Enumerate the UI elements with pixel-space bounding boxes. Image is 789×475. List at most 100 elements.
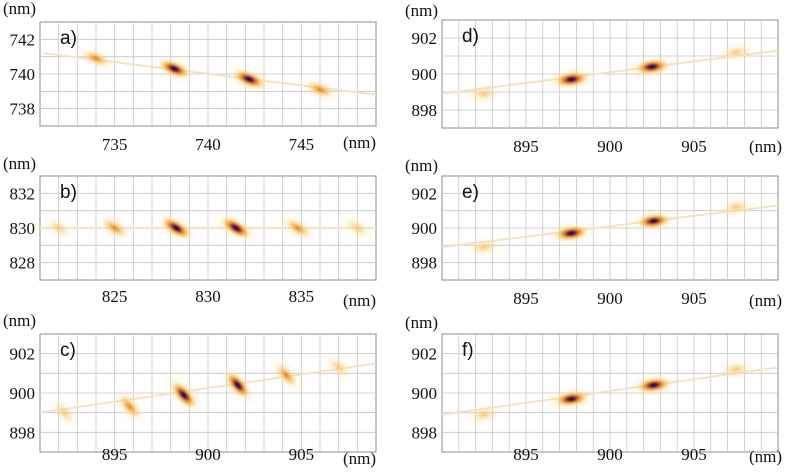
panel-f: 895 900 905 898 900 902 (nm) (nm) f): [405, 313, 782, 466]
x-axis-unit: (nm): [749, 447, 782, 466]
x-tick-label: 900: [195, 445, 221, 464]
heatmap: [40, 208, 376, 248]
x-tick-label: 735: [102, 135, 128, 154]
peak-mark: [634, 58, 670, 76]
peak-mark: [48, 220, 69, 236]
x-tick-label: 745: [289, 135, 315, 154]
y-tick-label: 900: [10, 384, 36, 403]
peak-mark: [82, 50, 110, 67]
peak-mark: [117, 394, 142, 420]
peak-mark: [471, 240, 497, 254]
y-tick-label: 900: [412, 65, 438, 84]
x-tick-label: 900: [597, 137, 623, 156]
y-tick-label: 900: [412, 219, 438, 238]
x-tick-label: 895: [513, 137, 539, 156]
panel-letter: b): [60, 182, 77, 203]
y-tick-label: 902: [412, 184, 438, 203]
y-tick-label: 900: [412, 384, 438, 403]
x-tick-label: 740: [195, 135, 221, 154]
peak-mark: [346, 219, 368, 237]
x-tick-label: 905: [681, 289, 707, 308]
panel-d: 895 900 905 898 900 902 (nm) (nm) d): [405, 1, 782, 156]
peak-mark: [723, 363, 749, 376]
peak-mark: [306, 81, 334, 98]
x-tick-label: 905: [681, 137, 707, 156]
grid: [442, 334, 778, 452]
y-axis-unit: (nm): [3, 311, 36, 330]
y-axis-unit: (nm): [405, 313, 438, 332]
panel-c: 895 900 905 898 900 902 (nm) (nm) c): [3, 311, 377, 468]
peak-mark: [275, 363, 298, 388]
grid: [40, 334, 376, 452]
x-axis-unit: (nm): [343, 133, 376, 152]
y-axis-unit: (nm): [405, 1, 438, 20]
y-axis-unit: (nm): [3, 0, 36, 18]
peak-mark: [553, 71, 590, 88]
x-tick-label: 905: [681, 445, 707, 464]
peak-mark: [636, 213, 671, 229]
peak-mark: [471, 87, 497, 101]
x-axis-unit: (nm): [749, 291, 782, 310]
y-tick-label: 830: [10, 219, 36, 238]
panel-b: 825 830 835 828 830 832 (nm) (nm) b): [3, 154, 377, 310]
x-tick-label: 830: [195, 287, 221, 306]
peak-mark: [636, 376, 672, 394]
y-tick-label: 898: [412, 254, 438, 273]
y-axis-unit: (nm): [405, 156, 438, 175]
panel-letter: f): [462, 340, 474, 361]
panel-letter: a): [60, 28, 77, 49]
y-tick-label: 898: [412, 423, 438, 442]
y-tick-label: 828: [10, 254, 36, 273]
peak-mark: [553, 225, 589, 242]
x-tick-label: 900: [597, 445, 623, 464]
peak-mark: [723, 200, 749, 214]
peak-mark: [471, 408, 497, 421]
heatmap: [442, 41, 778, 105]
panel-letter: d): [462, 26, 479, 47]
panel-letter: c): [60, 340, 76, 361]
y-tick-label: 902: [10, 345, 36, 364]
grid: [442, 176, 778, 280]
peak-mark: [158, 59, 191, 79]
x-tick-label: 900: [597, 289, 623, 308]
y-tick-label: 738: [10, 100, 36, 119]
x-tick-label: 825: [102, 287, 128, 306]
peak-mark: [170, 380, 197, 410]
y-axis-unit: (nm): [3, 154, 36, 173]
x-tick-label: 895: [102, 445, 128, 464]
baseline-trace: [40, 362, 376, 414]
y-tick-label: 902: [412, 29, 438, 48]
panel-e: 895 900 905 898 900 902 (nm) (nm) e): [405, 156, 782, 310]
heatmap: [442, 358, 778, 426]
peak-mark: [329, 357, 348, 378]
x-axis-unit: (nm): [749, 137, 782, 156]
x-tick-label: 905: [289, 445, 315, 464]
peak-mark: [101, 218, 128, 238]
heatmap: [43, 44, 376, 105]
x-tick-label: 835: [289, 287, 315, 306]
y-tick-label: 742: [10, 30, 36, 49]
y-tick-label: 832: [10, 184, 36, 203]
x-tick-label: 895: [513, 289, 539, 308]
y-tick-label: 898: [412, 101, 438, 120]
peak-mark: [232, 69, 266, 90]
panel-a: 735 740 745 738 740 742 (nm) (nm) a): [3, 0, 377, 154]
peak-mark: [55, 402, 74, 423]
peak-mark: [160, 216, 192, 240]
peak-mark: [220, 216, 252, 240]
peak-mark: [284, 218, 311, 238]
x-axis-unit: (nm): [343, 291, 376, 310]
panel-letter: e): [462, 182, 479, 203]
heatmap: [442, 196, 778, 259]
x-tick-label: 895: [513, 445, 539, 464]
grid: [442, 20, 778, 128]
x-axis-unit: (nm): [343, 449, 376, 468]
peak-mark: [553, 390, 589, 408]
y-tick-label: 902: [412, 345, 438, 364]
y-tick-label: 740: [10, 65, 36, 84]
peak-mark: [723, 46, 749, 59]
y-tick-label: 898: [10, 423, 36, 442]
heatmap: [40, 351, 376, 429]
peak-mark: [225, 371, 251, 399]
